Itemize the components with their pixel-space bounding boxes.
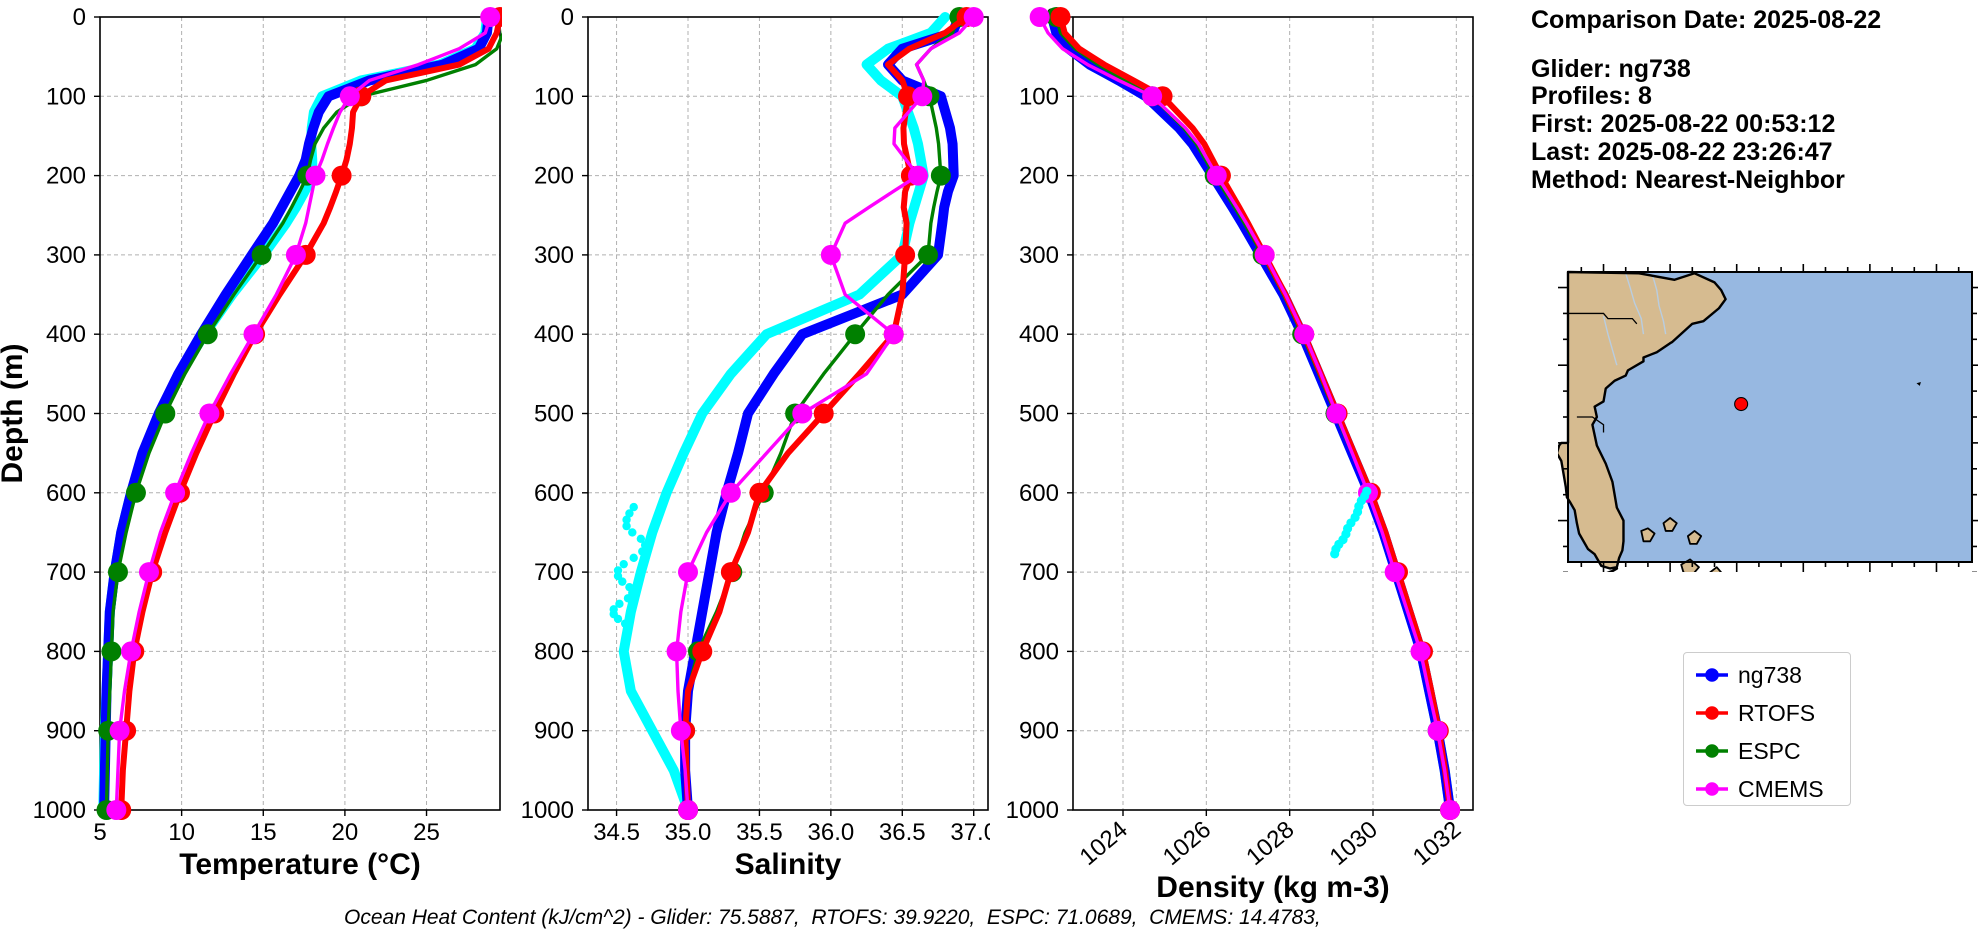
- svg-text:1032: 1032: [1408, 816, 1466, 871]
- svg-text:300: 300: [46, 242, 86, 269]
- svg-text:400: 400: [534, 321, 574, 348]
- svg-text:900: 900: [46, 718, 86, 745]
- svg-text:700: 700: [534, 559, 574, 586]
- svg-text:100: 100: [534, 83, 574, 110]
- svg-text:500: 500: [534, 401, 574, 428]
- svg-text:900: 900: [1019, 718, 1059, 745]
- svg-text:Salinity: Salinity: [735, 848, 842, 881]
- svg-text:Depth (m): Depth (m): [0, 344, 29, 484]
- svg-text:800: 800: [46, 638, 86, 665]
- svg-text:RTOFS: RTOFS: [1738, 700, 1815, 726]
- svg-text:700: 700: [46, 559, 86, 586]
- svg-text:1000: 1000: [33, 797, 86, 824]
- svg-text:35.5: 35.5: [736, 819, 783, 846]
- svg-text:Density (kg m-3): Density (kg m-3): [1156, 871, 1389, 904]
- svg-text:300: 300: [1019, 242, 1059, 269]
- svg-text:200: 200: [46, 163, 86, 190]
- svg-text:CMEMS: CMEMS: [1738, 776, 1824, 802]
- svg-text:35.0: 35.0: [665, 819, 712, 846]
- svg-text:800: 800: [534, 638, 574, 665]
- svg-text:900: 900: [534, 718, 574, 745]
- svg-text:34.5: 34.5: [593, 819, 640, 846]
- svg-text:0: 0: [561, 4, 574, 31]
- svg-text:1000: 1000: [521, 797, 574, 824]
- svg-text:20: 20: [332, 819, 359, 846]
- svg-text:800: 800: [1019, 638, 1059, 665]
- svg-text:500: 500: [1019, 401, 1059, 428]
- svg-text:10: 10: [168, 819, 195, 846]
- svg-text:100: 100: [46, 83, 86, 110]
- svg-text:600: 600: [1019, 480, 1059, 507]
- svg-text:100: 100: [1019, 83, 1059, 110]
- svg-text:600: 600: [534, 480, 574, 507]
- svg-text:1026: 1026: [1158, 816, 1216, 871]
- svg-text:400: 400: [1019, 321, 1059, 348]
- svg-text:600: 600: [46, 480, 86, 507]
- svg-text:1000: 1000: [1006, 797, 1059, 824]
- svg-text:1030: 1030: [1325, 816, 1383, 871]
- svg-text:1028: 1028: [1241, 816, 1299, 871]
- svg-text:36.5: 36.5: [879, 819, 926, 846]
- svg-text:500: 500: [46, 401, 86, 428]
- svg-text:200: 200: [534, 163, 574, 190]
- svg-text:25: 25: [413, 819, 440, 846]
- svg-text:1024: 1024: [1075, 816, 1133, 871]
- svg-text:ng738: ng738: [1738, 662, 1802, 688]
- svg-text:0: 0: [73, 4, 86, 31]
- svg-text:ESPC: ESPC: [1738, 738, 1801, 764]
- svg-text:200: 200: [1019, 163, 1059, 190]
- svg-text:Temperature (°C): Temperature (°C): [179, 848, 420, 881]
- svg-text:36.0: 36.0: [808, 819, 855, 846]
- svg-text:700: 700: [1019, 559, 1059, 586]
- svg-text:5: 5: [93, 819, 106, 846]
- svg-text:300: 300: [534, 242, 574, 269]
- svg-text:400: 400: [46, 321, 86, 348]
- svg-text:15: 15: [250, 819, 277, 846]
